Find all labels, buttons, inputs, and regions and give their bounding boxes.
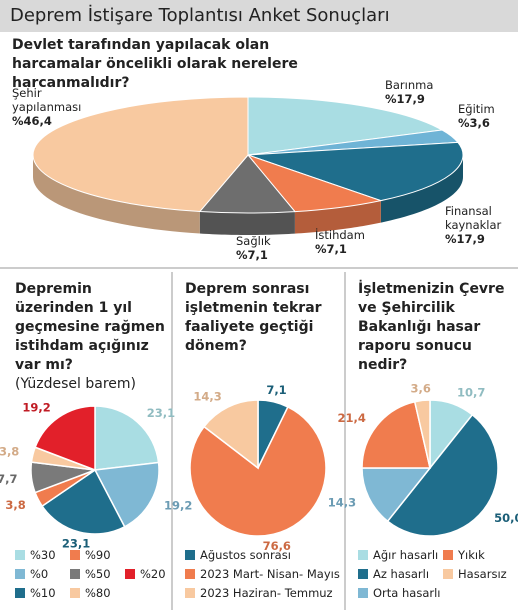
legend-label: Az hasarlı — [373, 567, 429, 581]
legend-swatch — [443, 569, 453, 579]
legend-swatch — [358, 569, 368, 579]
legend-label: %80 — [85, 586, 111, 600]
legend-label: %20 — [140, 567, 166, 581]
legend-label: %90 — [85, 548, 111, 562]
legend-label: Ağustos sonrası — [200, 548, 291, 562]
category-label: Eğitim — [458, 102, 495, 116]
legend-label: Yıkık — [457, 548, 485, 562]
category-label: Barınma — [385, 78, 434, 92]
value-label: %46,4 — [12, 114, 52, 128]
legend-swatch — [70, 569, 80, 579]
slice — [34, 405, 96, 472]
value-label: 19,2 — [22, 400, 50, 414]
legend-swatch — [125, 569, 135, 579]
category-label: Sağlık — [236, 234, 271, 248]
value-label: 7,1 — [266, 383, 286, 397]
slice-side — [380, 155, 463, 223]
chart-title: Depremin üzerinden 1 yıl geçmesine rağme… — [15, 281, 165, 373]
chart-title: Deprem sonrası işletmenin tekrar faaliye… — [185, 281, 322, 354]
slice-side — [199, 211, 295, 235]
value-label: 23,1 — [147, 406, 175, 420]
slice — [94, 405, 160, 471]
legend-label: Orta hasarlı — [373, 586, 440, 600]
legend-label: %0 — [30, 567, 48, 581]
value-label: 7,7 — [0, 472, 18, 486]
slice — [41, 468, 126, 535]
legend-label: 2023 Mart- Nisan- Mayıs — [200, 567, 340, 581]
value-label: 14,3 — [328, 496, 356, 510]
value-label: 3,8 — [0, 445, 19, 459]
legend-swatch — [15, 588, 25, 598]
value-label: 10,7 — [457, 385, 485, 399]
slice-label: Barınma %17,9 — [385, 78, 465, 106]
legend-label: %10 — [30, 586, 56, 600]
slice-label: Şehir yapılanması %46,4 — [12, 86, 97, 128]
value-label: 14,3 — [193, 389, 221, 403]
value-label: 3,8 — [5, 498, 25, 512]
value-label: %7,1 — [315, 242, 347, 256]
legend-swatch — [443, 550, 453, 560]
legend-label: Ağır hasarlı — [373, 548, 438, 562]
legend-label: %50 — [85, 567, 111, 581]
category-label: Finansal kaynaklar — [445, 204, 502, 232]
legend-swatch — [358, 588, 368, 598]
value-label: 23,1 — [62, 537, 90, 551]
page-title: Deprem İstişare Toplantısı Anket Sonuçla… — [0, 0, 518, 32]
legend-label: 2023 Haziran- Temmuz — [200, 586, 333, 600]
value-label: 3,6 — [411, 382, 431, 396]
slice — [32, 96, 249, 213]
value-label: 76,6 — [263, 539, 291, 553]
value-label: 19,2 — [164, 498, 192, 512]
slice — [189, 405, 327, 537]
legend-swatch — [185, 569, 195, 579]
category-label: Şehir yapılanması — [12, 86, 82, 114]
chart-subtitle: (Yüzdesel barem) — [15, 376, 137, 392]
slice — [361, 400, 431, 469]
slice-side — [294, 200, 381, 234]
legend-swatch — [15, 550, 25, 560]
value-label: %3,6 — [458, 116, 490, 130]
legend-swatch — [15, 569, 25, 579]
chart-title: Devlet tarafından yapılacak olan harcama… — [12, 37, 298, 91]
value-label: 50,0 — [494, 511, 518, 525]
question: Depremin üzerinden 1 yıl geçmesine rağme… — [15, 280, 170, 394]
value-label: 21,4 — [337, 411, 365, 425]
legend-label: %30 — [30, 548, 56, 562]
category-label: İstihdam — [315, 228, 365, 242]
question: İşletmenizin Çevre ve Şehircilik Bakanlı… — [358, 280, 513, 375]
slice — [413, 399, 431, 469]
legend-swatch — [358, 550, 368, 560]
legend-label: Hasarsız — [458, 567, 507, 581]
value-label: %17,9 — [445, 232, 485, 246]
question: Deprem sonrası işletmenin tekrar faaliye… — [185, 280, 340, 356]
chart-title: İşletmenizin Çevre ve Şehircilik Bakanlı… — [358, 281, 505, 373]
legend-swatch — [70, 588, 80, 598]
slice-label: Finansal kaynaklar %17,9 — [445, 204, 515, 246]
value-label: %7,1 — [236, 248, 268, 262]
value-label: %17,9 — [385, 92, 425, 106]
slice — [247, 96, 444, 156]
legend-swatch — [185, 550, 195, 560]
slice-label: Sağlık %7,1 — [236, 234, 286, 262]
slice — [247, 141, 464, 202]
legend-swatch — [70, 550, 80, 560]
slice-label: İstihdam %7,1 — [315, 228, 375, 256]
slice — [386, 413, 499, 537]
slice — [202, 399, 259, 470]
legend-swatch — [185, 588, 195, 598]
slice — [361, 467, 432, 523]
slice-label: Eğitim %3,6 — [458, 102, 518, 130]
slice-side — [33, 155, 200, 234]
slice — [93, 461, 160, 528]
